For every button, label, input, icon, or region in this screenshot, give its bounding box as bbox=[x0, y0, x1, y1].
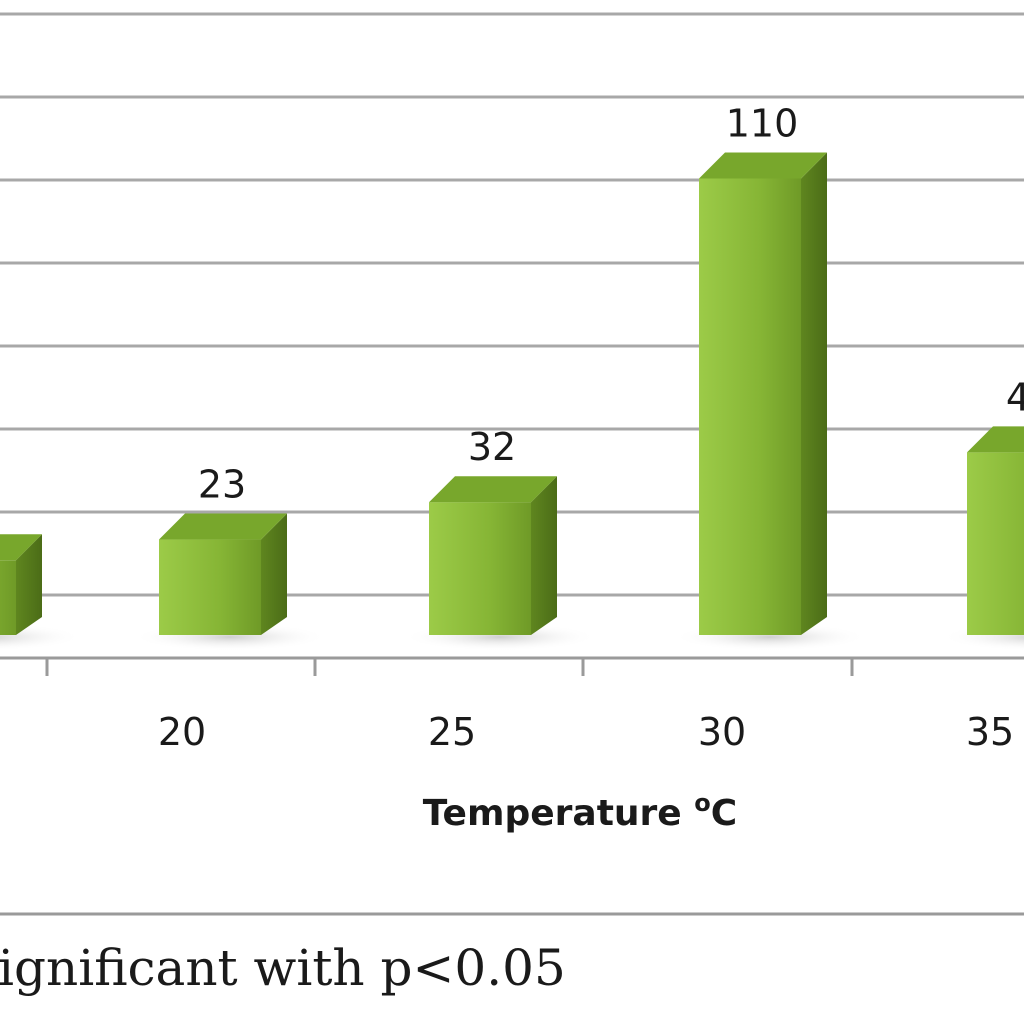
bar-front bbox=[0, 560, 16, 635]
bars bbox=[0, 152, 1024, 651]
x-tick-label: 25 bbox=[428, 710, 476, 754]
bar-top bbox=[699, 152, 827, 179]
bar-top bbox=[429, 476, 557, 503]
bar-side bbox=[261, 513, 287, 635]
data-label: 32 bbox=[468, 425, 516, 469]
bar-side bbox=[16, 534, 42, 635]
bar-front bbox=[699, 178, 801, 635]
bar-20 bbox=[133, 513, 327, 651]
data-label: 44 bbox=[1006, 375, 1024, 419]
bar-35 bbox=[941, 426, 1024, 651]
bar-top bbox=[159, 513, 287, 540]
bar-25 bbox=[403, 476, 597, 651]
bar-side bbox=[531, 476, 557, 635]
data-label: 110 bbox=[726, 102, 799, 146]
x-axis bbox=[0, 656, 1024, 676]
x-tick-label: 30 bbox=[698, 710, 746, 754]
gridlines bbox=[0, 12, 1024, 597]
bar-side bbox=[801, 152, 827, 635]
bar-30 bbox=[673, 152, 867, 651]
data-label: 23 bbox=[198, 463, 246, 507]
bar-front bbox=[429, 502, 531, 635]
bar-top bbox=[967, 426, 1024, 453]
x-tick-label: 20 bbox=[158, 710, 206, 754]
x-tick-label: 35 bbox=[966, 710, 1014, 754]
labels: 1523203225110304435 bbox=[158, 102, 1024, 755]
bar-top bbox=[0, 534, 42, 561]
bar-front bbox=[159, 539, 261, 635]
caption-text: ignificant with p<0.05 bbox=[0, 939, 566, 997]
bar-15 bbox=[0, 534, 82, 651]
bar-front bbox=[967, 452, 1024, 635]
x-axis-title: Temperature oC bbox=[423, 789, 737, 834]
